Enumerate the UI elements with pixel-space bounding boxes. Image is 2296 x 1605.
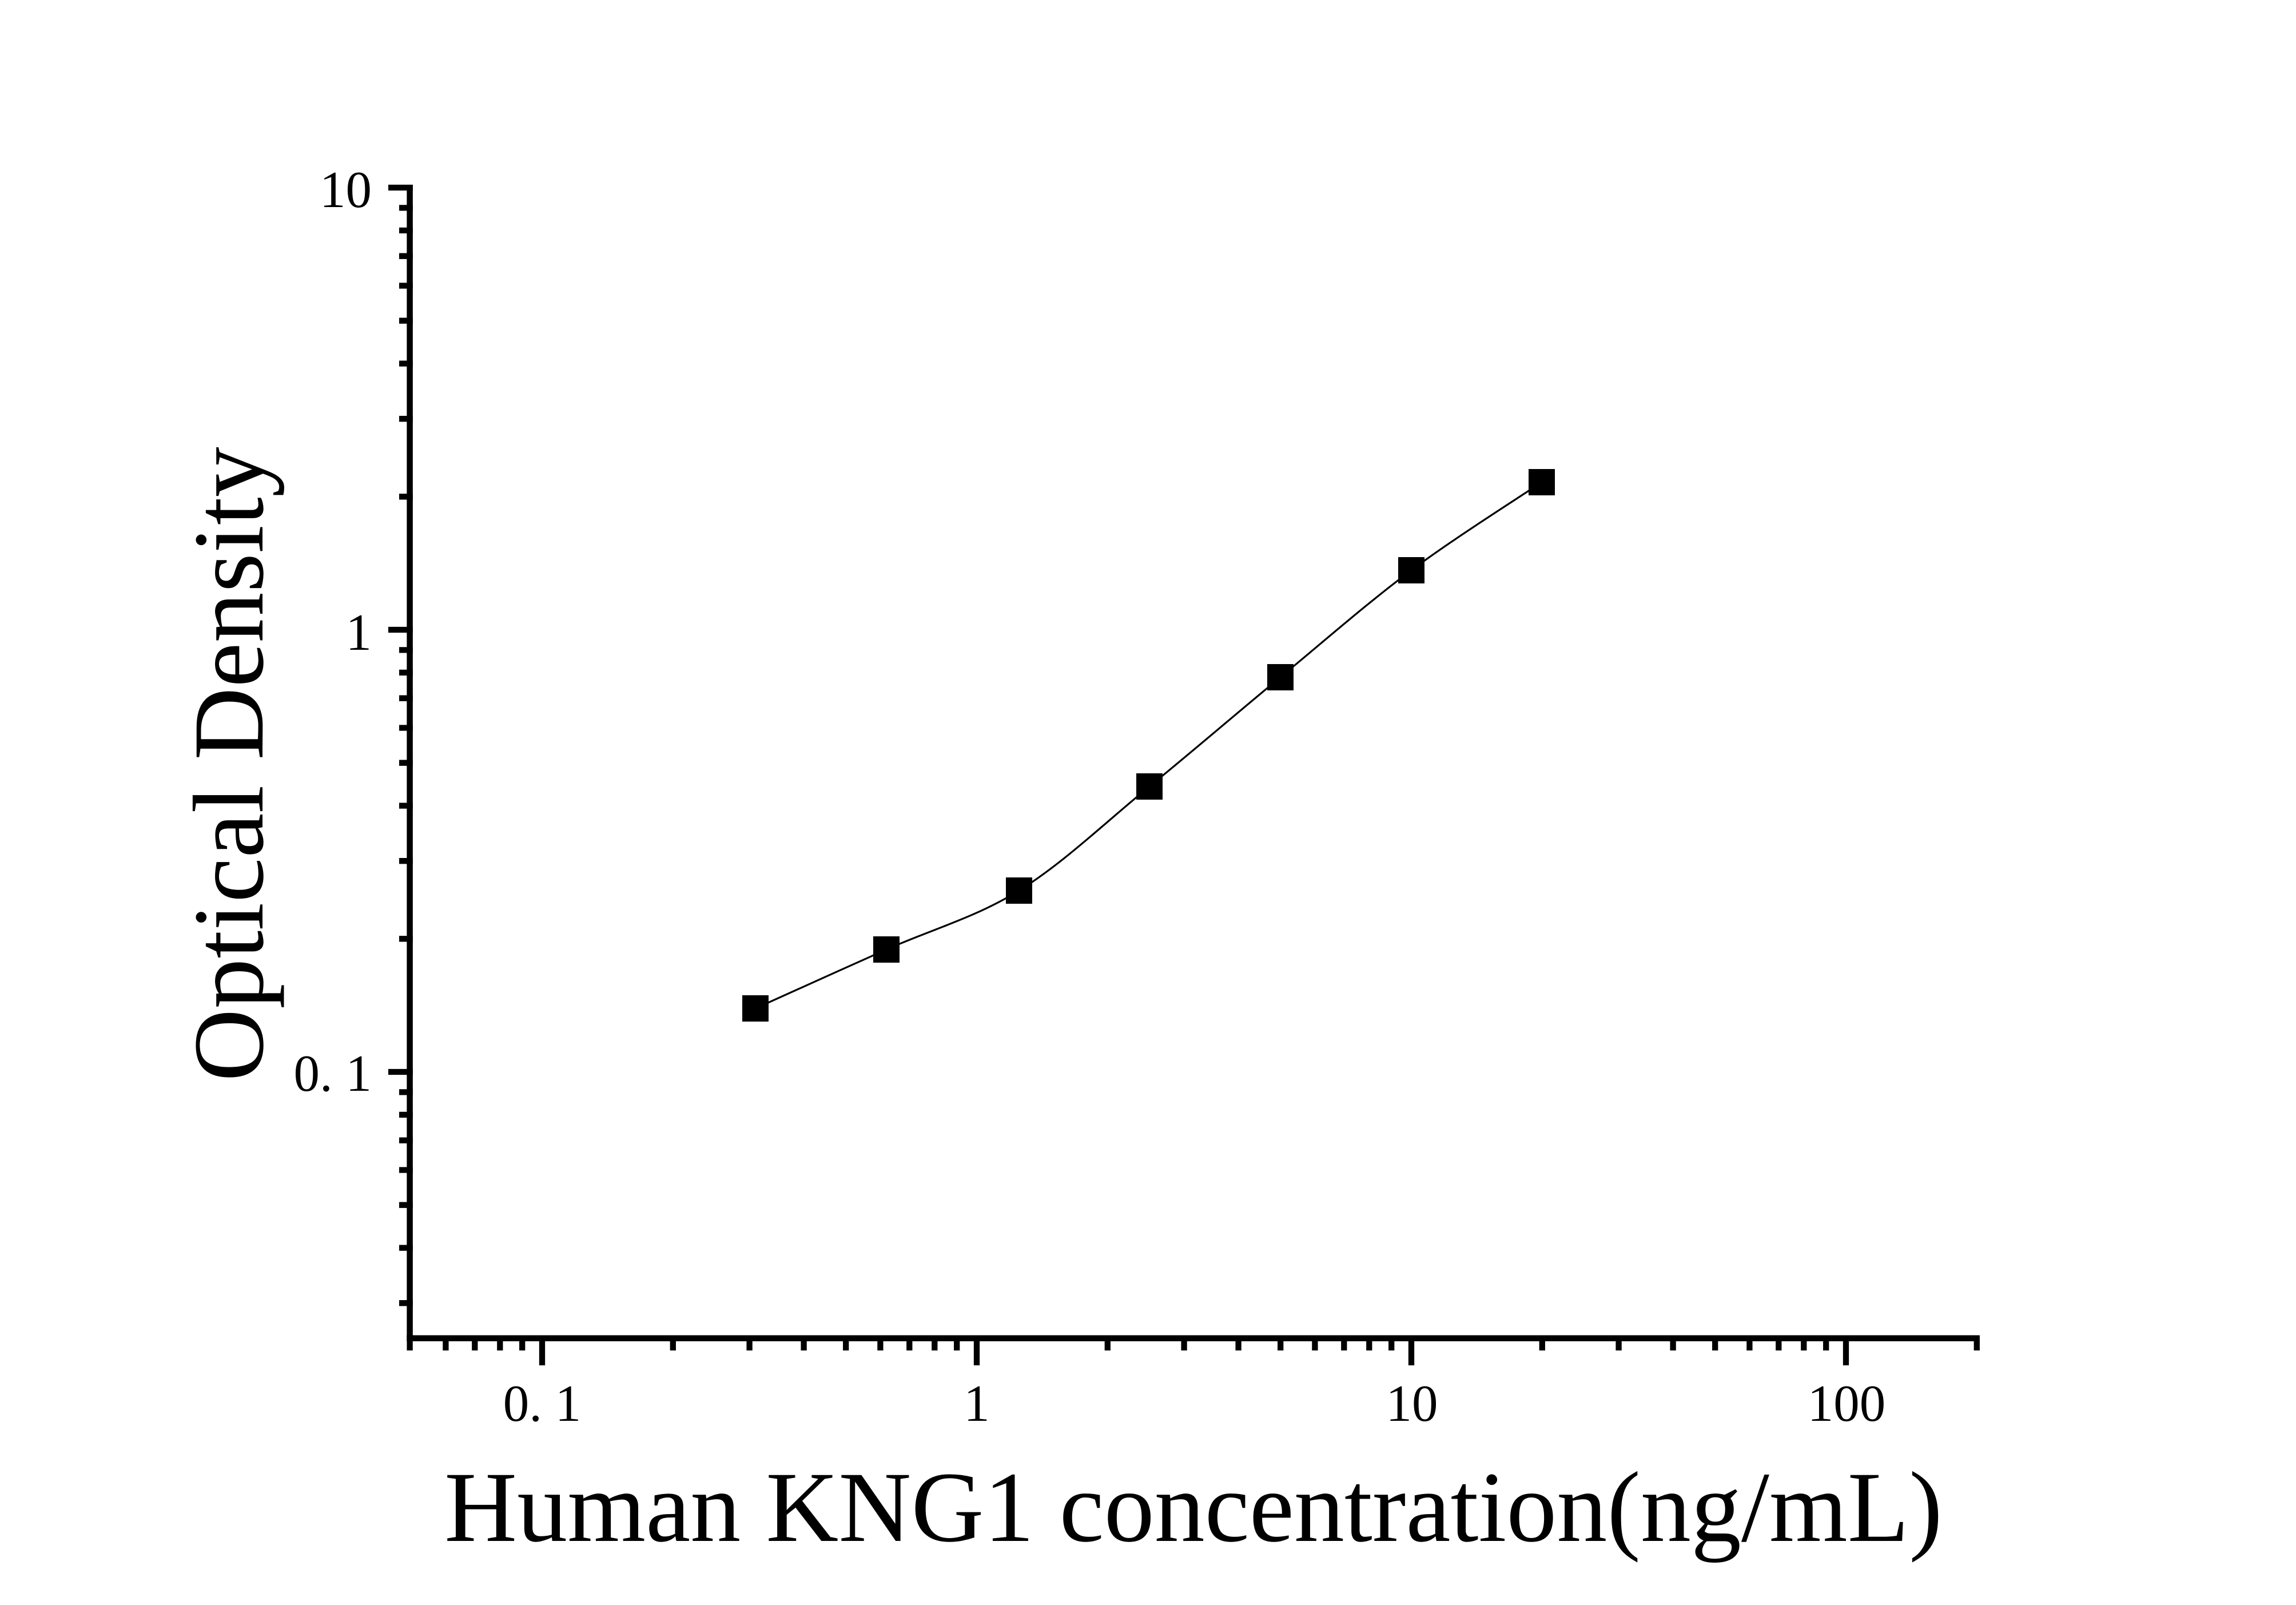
svg-text:1: 1	[964, 1374, 990, 1432]
svg-text:10: 10	[320, 161, 372, 218]
svg-text:10: 10	[1386, 1374, 1438, 1432]
svg-text:0. 1: 0. 1	[503, 1374, 582, 1432]
svg-text:Human KNG1 concentration(ng/mL: Human KNG1 concentration(ng/mL)	[444, 1452, 1943, 1563]
svg-text:1: 1	[346, 603, 372, 661]
svg-text:0. 1: 0. 1	[294, 1044, 372, 1102]
svg-text:Optical Density: Optical Density	[173, 447, 285, 1082]
svg-text:100: 100	[1808, 1374, 1886, 1432]
